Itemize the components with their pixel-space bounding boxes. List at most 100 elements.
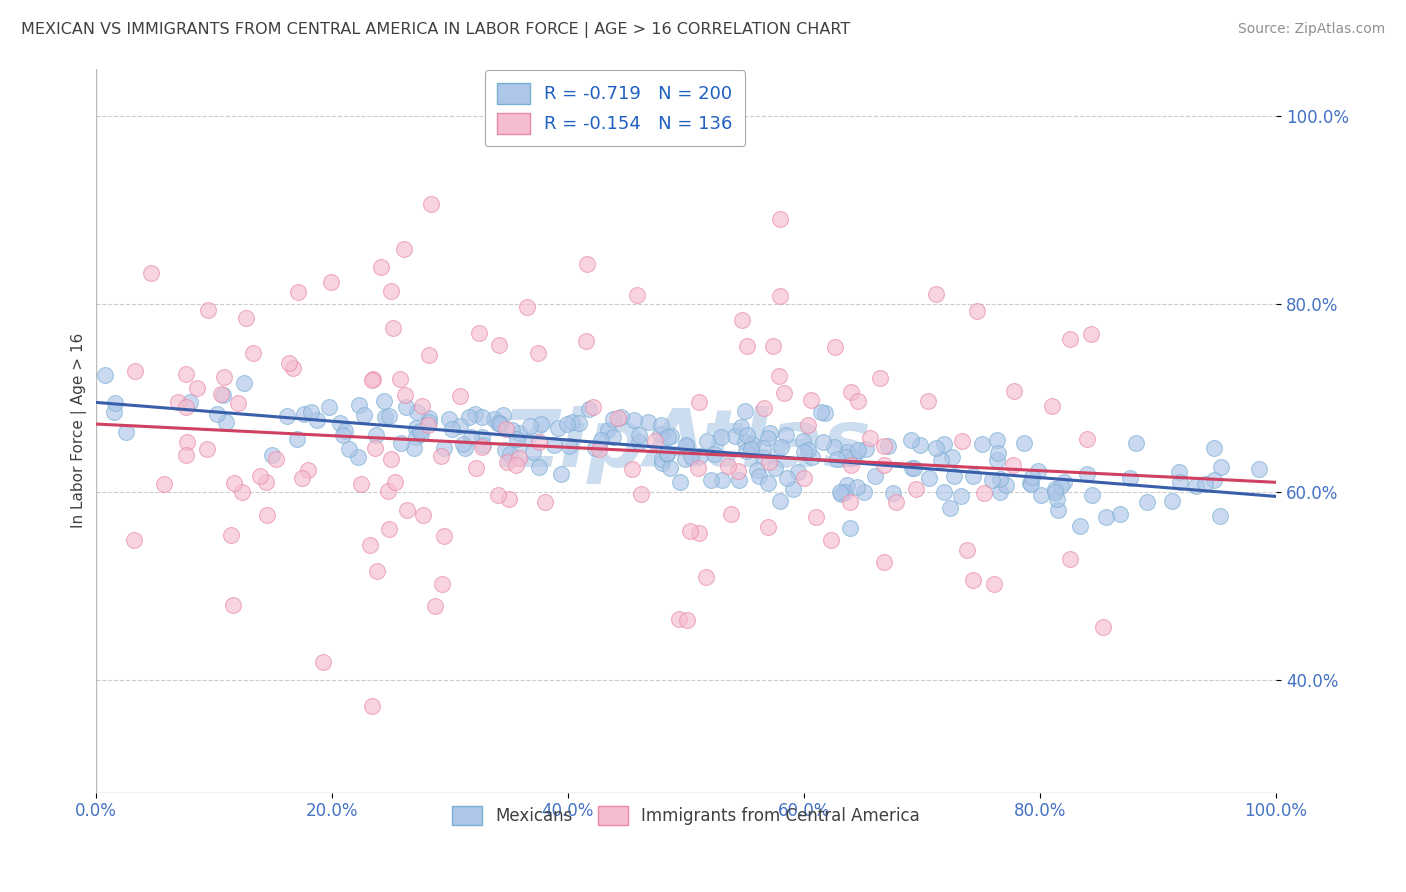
Point xyxy=(370,260,392,274)
Point xyxy=(924,287,946,301)
Point xyxy=(813,435,835,450)
Point xyxy=(1194,477,1216,491)
Point xyxy=(1050,479,1073,493)
Point xyxy=(1043,482,1066,496)
Point xyxy=(1080,327,1102,342)
Point xyxy=(522,445,544,459)
Point xyxy=(205,407,228,421)
Point xyxy=(872,439,894,453)
Point xyxy=(1026,464,1049,478)
Point xyxy=(423,599,446,613)
Point xyxy=(495,422,517,436)
Point xyxy=(695,570,717,584)
Point xyxy=(675,439,697,453)
Point xyxy=(332,427,354,442)
Point xyxy=(488,337,510,351)
Point xyxy=(1091,619,1114,633)
Point xyxy=(458,410,481,425)
Point xyxy=(676,613,699,627)
Point xyxy=(471,441,494,455)
Point xyxy=(395,400,418,414)
Point xyxy=(527,434,550,449)
Point xyxy=(769,440,792,454)
Point xyxy=(724,428,747,442)
Point xyxy=(734,435,756,450)
Point xyxy=(568,416,591,430)
Point xyxy=(260,448,283,462)
Point xyxy=(820,533,842,547)
Point xyxy=(644,434,666,449)
Point xyxy=(752,401,775,415)
Point xyxy=(681,449,703,463)
Point xyxy=(882,486,904,500)
Point xyxy=(845,479,868,493)
Point xyxy=(727,464,749,478)
Point xyxy=(752,450,775,464)
Point xyxy=(966,304,988,318)
Point xyxy=(411,399,433,413)
Point xyxy=(688,526,710,541)
Point xyxy=(176,434,198,449)
Point xyxy=(409,424,432,438)
Point xyxy=(782,482,804,496)
Point xyxy=(104,395,127,409)
Point xyxy=(430,577,453,591)
Point xyxy=(910,437,932,451)
Point xyxy=(380,451,402,466)
Point xyxy=(405,430,427,444)
Point xyxy=(254,475,277,490)
Point xyxy=(305,412,328,426)
Point xyxy=(534,495,557,509)
Point xyxy=(416,417,439,432)
Point xyxy=(607,411,630,425)
Point xyxy=(318,400,340,414)
Point xyxy=(756,520,779,534)
Point xyxy=(283,360,305,375)
Y-axis label: In Labor Force | Age > 16: In Labor Force | Age > 16 xyxy=(72,333,87,528)
Point xyxy=(956,543,979,558)
Point xyxy=(337,442,360,456)
Point xyxy=(432,441,454,455)
Point xyxy=(800,393,823,408)
Point xyxy=(688,461,710,475)
Point xyxy=(212,387,235,401)
Point xyxy=(1125,436,1147,450)
Point xyxy=(986,434,1008,448)
Point xyxy=(418,348,440,362)
Point xyxy=(278,356,301,370)
Point xyxy=(823,441,845,455)
Point xyxy=(547,421,569,435)
Point xyxy=(226,396,249,410)
Point xyxy=(394,388,416,402)
Point xyxy=(582,401,605,415)
Point xyxy=(174,400,197,414)
Point xyxy=(402,442,425,456)
Point xyxy=(734,404,756,418)
Point xyxy=(934,437,956,451)
Point xyxy=(602,430,624,444)
Point xyxy=(650,427,672,442)
Point xyxy=(389,435,412,450)
Point xyxy=(748,468,770,483)
Point xyxy=(1209,509,1232,524)
Point xyxy=(1202,473,1225,487)
Point xyxy=(488,417,510,431)
Point xyxy=(630,487,652,501)
Point xyxy=(773,385,796,400)
Point xyxy=(855,442,877,457)
Point xyxy=(717,458,740,473)
Point xyxy=(839,521,862,535)
Point xyxy=(929,453,952,467)
Point xyxy=(297,463,319,477)
Point xyxy=(508,426,530,441)
Point xyxy=(470,430,492,444)
Point xyxy=(759,426,782,441)
Point xyxy=(195,442,218,457)
Point xyxy=(688,395,710,409)
Point xyxy=(405,405,427,419)
Point xyxy=(359,538,381,552)
Point xyxy=(659,461,682,475)
Point xyxy=(846,443,869,458)
Point xyxy=(793,445,815,459)
Point xyxy=(904,483,927,497)
